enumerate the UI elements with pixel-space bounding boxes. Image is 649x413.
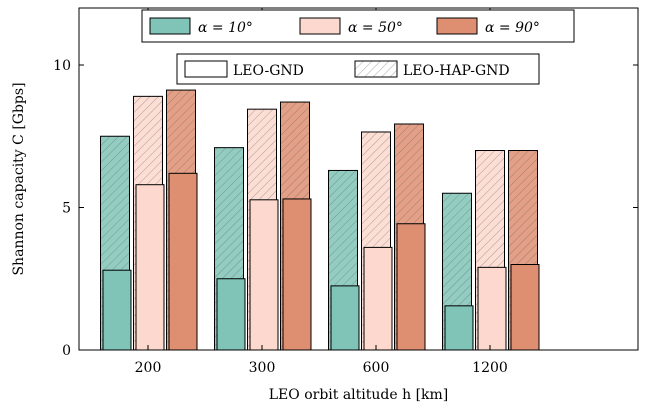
angle-legend-swatch xyxy=(149,17,191,35)
y-tick-label: 0 xyxy=(62,343,71,359)
bar-leo-gnd xyxy=(330,285,360,351)
bar-leo-gnd xyxy=(477,266,507,351)
link-legend-label: LEO-GND xyxy=(233,63,304,79)
bar-leo-gnd xyxy=(510,264,540,351)
link-legend-swatch xyxy=(354,60,398,78)
bar-leo-gnd xyxy=(102,269,132,351)
angle-legend-box xyxy=(141,9,575,43)
angle-legend-label: α = 10° xyxy=(198,20,253,36)
bar-leo-gnd xyxy=(135,184,165,351)
y-tick-label: 5 xyxy=(62,201,71,217)
x-tick-label: 600 xyxy=(363,360,390,376)
x-tick-label: 300 xyxy=(249,360,276,376)
x-tick-label: 1200 xyxy=(472,360,508,376)
link-legend: LEO-GND LEO-HAP-GND xyxy=(176,53,540,85)
bar-leo-gnd xyxy=(444,305,474,351)
y-axis: 0 5 10 xyxy=(53,58,638,359)
bar-leo-gnd xyxy=(249,199,279,351)
x-axis: 200 300 600 1200 xyxy=(135,8,508,376)
bar-leo-gnd xyxy=(282,198,312,351)
bars xyxy=(100,89,540,351)
y-axis-label: Shannon capacity C [Gbps] xyxy=(11,82,27,275)
bar-leo-gnd xyxy=(216,278,246,351)
link-legend-swatch xyxy=(184,60,228,78)
link-legend-label: LEO-HAP-GND xyxy=(403,63,510,79)
y-tick-label: 10 xyxy=(53,58,71,74)
x-tick-label: 200 xyxy=(135,360,162,376)
angle-legend-label: α = 90° xyxy=(485,20,540,36)
bar-leo-gnd xyxy=(363,246,393,351)
bar-leo-gnd xyxy=(396,223,426,351)
angle-legend: α = 10° α = 50° α = 90° xyxy=(141,9,575,43)
angle-legend-swatch xyxy=(299,17,341,35)
angle-legend-label: α = 50° xyxy=(348,20,403,36)
x-axis-label: LEO orbit altitude h [km] xyxy=(269,387,449,403)
bar-leo-gnd xyxy=(168,172,198,351)
angle-legend-swatch xyxy=(436,17,478,35)
